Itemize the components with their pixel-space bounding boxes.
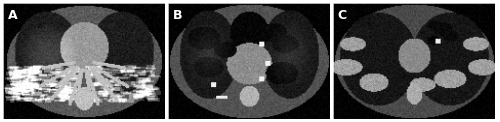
Text: B: B: [173, 9, 182, 22]
Text: C: C: [338, 9, 347, 22]
Text: A: A: [8, 9, 18, 22]
